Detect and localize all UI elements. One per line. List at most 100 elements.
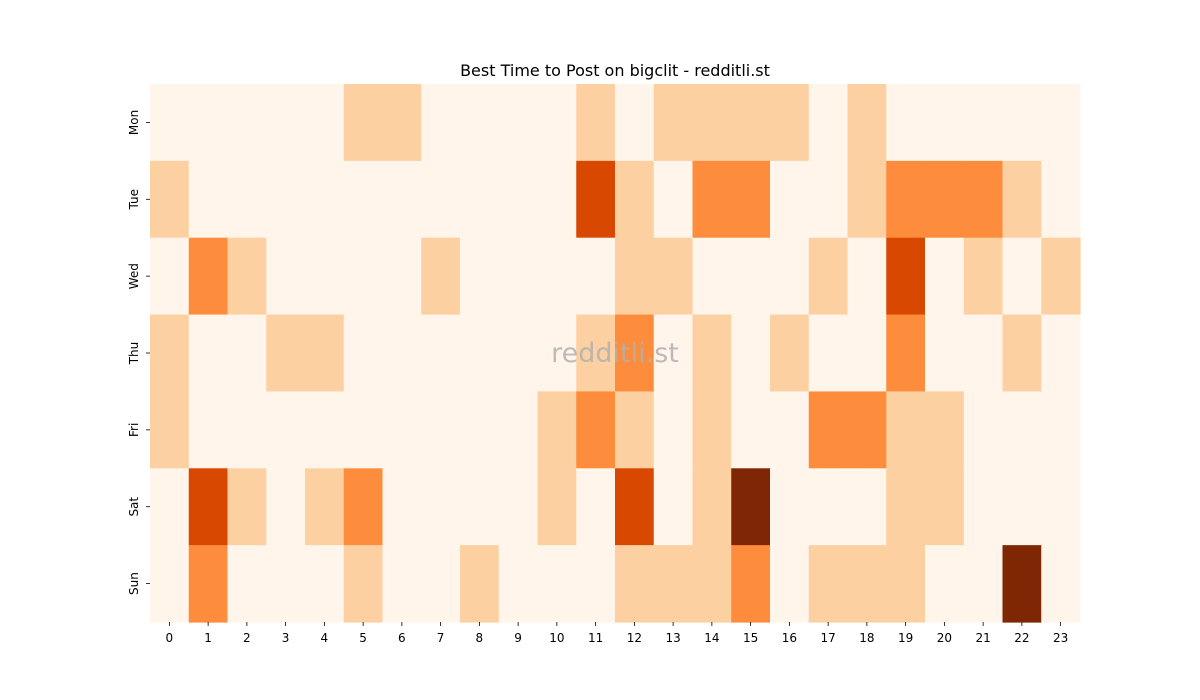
x-tick-label: 15 (743, 631, 758, 645)
heatmap-cell-thu-17 (808, 314, 849, 393)
heatmap-cell-fri-10 (537, 391, 577, 469)
heatmap-cell-mon-22 (1002, 84, 1042, 162)
heatmap-cell-tue-12 (615, 160, 655, 239)
x-tick-label: 21 (975, 631, 990, 645)
y-tick-label: Thu (127, 342, 141, 366)
heatmap-cell-mon-8 (460, 84, 500, 162)
y-tick-label: Sat (127, 497, 141, 517)
x-tick-label: 2 (243, 631, 251, 645)
heatmap-cell-sun-9 (498, 545, 539, 623)
heatmap-cell-mon-16 (770, 84, 810, 162)
heatmap-cell-mon-20 (925, 84, 965, 162)
heatmap-cell-sat-10 (537, 468, 577, 546)
x-tick-label: 19 (898, 631, 913, 645)
heatmap-cell-sun-23 (1041, 545, 1081, 623)
heatmap-cell-thu-0 (150, 314, 190, 393)
heatmap-cell-thu-19 (886, 314, 926, 393)
x-tick-label: 0 (166, 631, 174, 645)
heatmap-cell-sat-11 (576, 468, 616, 546)
heatmap-cell-thu-6 (382, 314, 422, 393)
heatmap-cell-wed-2 (227, 237, 267, 316)
heatmap-cell-sun-17 (808, 545, 849, 623)
heatmap-cell-fri-3 (266, 391, 306, 469)
heatmap-cell-sat-12 (615, 468, 655, 546)
x-tick-label: 22 (1014, 631, 1029, 645)
heatmap-cell-wed-15 (731, 237, 771, 316)
x-axis: 0 1 2 3 4 5 6 7 8 9 10 11 12 13 14 15 16 17 18 19 20 21 22 23 (166, 622, 1068, 645)
x-tick-label: 8 (476, 631, 484, 645)
heatmap-cell-wed-0 (150, 237, 190, 316)
heatmap-cell-thu-12 (615, 314, 655, 393)
heatmap-cell-mon-14 (692, 84, 732, 162)
heatmap-cell-wed-22 (1002, 237, 1042, 316)
heatmap-cell-wed-14 (692, 237, 732, 316)
heatmap-cell-wed-16 (770, 237, 810, 316)
heatmap-cell-thu-9 (498, 314, 539, 393)
heatmap-cell-sun-11 (576, 545, 616, 623)
heatmap-cell-sun-1 (188, 545, 229, 623)
heatmap-cell-sat-18 (847, 468, 887, 546)
heatmap-cell-thu-7 (421, 314, 461, 393)
heatmap-cell-fri-5 (343, 391, 384, 469)
x-tick-label: 1 (204, 631, 212, 645)
heatmap-cell-thu-1 (188, 314, 229, 393)
heatmap-cell-tue-19 (886, 160, 926, 239)
heatmap-cell-wed-21 (963, 237, 1004, 316)
x-tick-label: 14 (704, 631, 719, 645)
heatmap-cell-sat-7 (421, 468, 461, 546)
heatmap-cell-mon-4 (305, 84, 345, 162)
heatmap-cell-fri-22 (1002, 391, 1042, 469)
heatmap-cell-wed-12 (615, 237, 655, 316)
heatmap-cell-wed-7 (421, 237, 461, 316)
heatmap-cell-fri-0 (150, 391, 190, 469)
heatmap-cell-fri-1 (188, 391, 229, 469)
x-tick-label: 23 (1053, 631, 1068, 645)
heatmap-cell-thu-10 (537, 314, 577, 393)
heatmap-cell-sun-21 (963, 545, 1004, 623)
heatmap-cell-thu-2 (227, 314, 267, 393)
heatmap-cell-tue-11 (576, 160, 616, 239)
heatmap-cell-wed-17 (808, 237, 849, 316)
heatmap-cell-tue-9 (498, 160, 539, 239)
heatmap-cell-mon-1 (188, 84, 229, 162)
heatmap-cell-mon-10 (537, 84, 577, 162)
heatmap-cell-mon-13 (653, 84, 694, 162)
heatmap-cell-fri-17 (808, 391, 849, 469)
heatmap-cell-sat-13 (653, 468, 694, 546)
heatmap-cell-fri-18 (847, 391, 887, 469)
heatmap-cell-sun-22 (1002, 545, 1042, 623)
heatmap-cell-sun-8 (460, 545, 500, 623)
heatmap-cell-wed-9 (498, 237, 539, 316)
heatmap-cell-sun-0 (150, 545, 190, 623)
heatmap-cell-fri-6 (382, 391, 422, 469)
heatmap-cell-tue-18 (847, 160, 887, 239)
y-axis: Mon Tue Wed Thu Fri Sat Sun (127, 110, 150, 595)
heatmap-cell-mon-12 (615, 84, 655, 162)
heatmap-cell-wed-5 (343, 237, 384, 316)
y-tick-label: Tue (127, 189, 141, 211)
heatmap-cell-fri-16 (770, 391, 810, 469)
heatmap-cell-fri-12 (615, 391, 655, 469)
x-tick-label: 20 (937, 631, 952, 645)
heatmap-cell-mon-5 (343, 84, 384, 162)
heatmap-cell-fri-20 (925, 391, 965, 469)
heatmap-cell-thu-15 (731, 314, 771, 393)
x-tick-label: 12 (627, 631, 642, 645)
heatmap-cell-sun-2 (227, 545, 267, 623)
heatmap-cell-tue-0 (150, 160, 190, 239)
x-tick-label: 3 (282, 631, 290, 645)
x-tick-label: 11 (588, 631, 603, 645)
heatmap-cell-tue-6 (382, 160, 422, 239)
heatmap-cell-sat-21 (963, 468, 1004, 546)
heatmap-cell-mon-21 (963, 84, 1004, 162)
heatmap-cell-tue-5 (343, 160, 384, 239)
heatmap-cell-tue-8 (460, 160, 500, 239)
heatmap-cell-sat-19 (886, 468, 926, 546)
heatmap-cell-wed-13 (653, 237, 694, 316)
heatmap-cell-sun-12 (615, 545, 655, 623)
heatmap-cell-wed-11 (576, 237, 616, 316)
y-tick-label: Wed (127, 263, 141, 289)
heatmap-cell-sun-20 (925, 545, 965, 623)
heatmap-cell-fri-4 (305, 391, 345, 469)
heatmap-cell-sat-0 (150, 468, 190, 546)
